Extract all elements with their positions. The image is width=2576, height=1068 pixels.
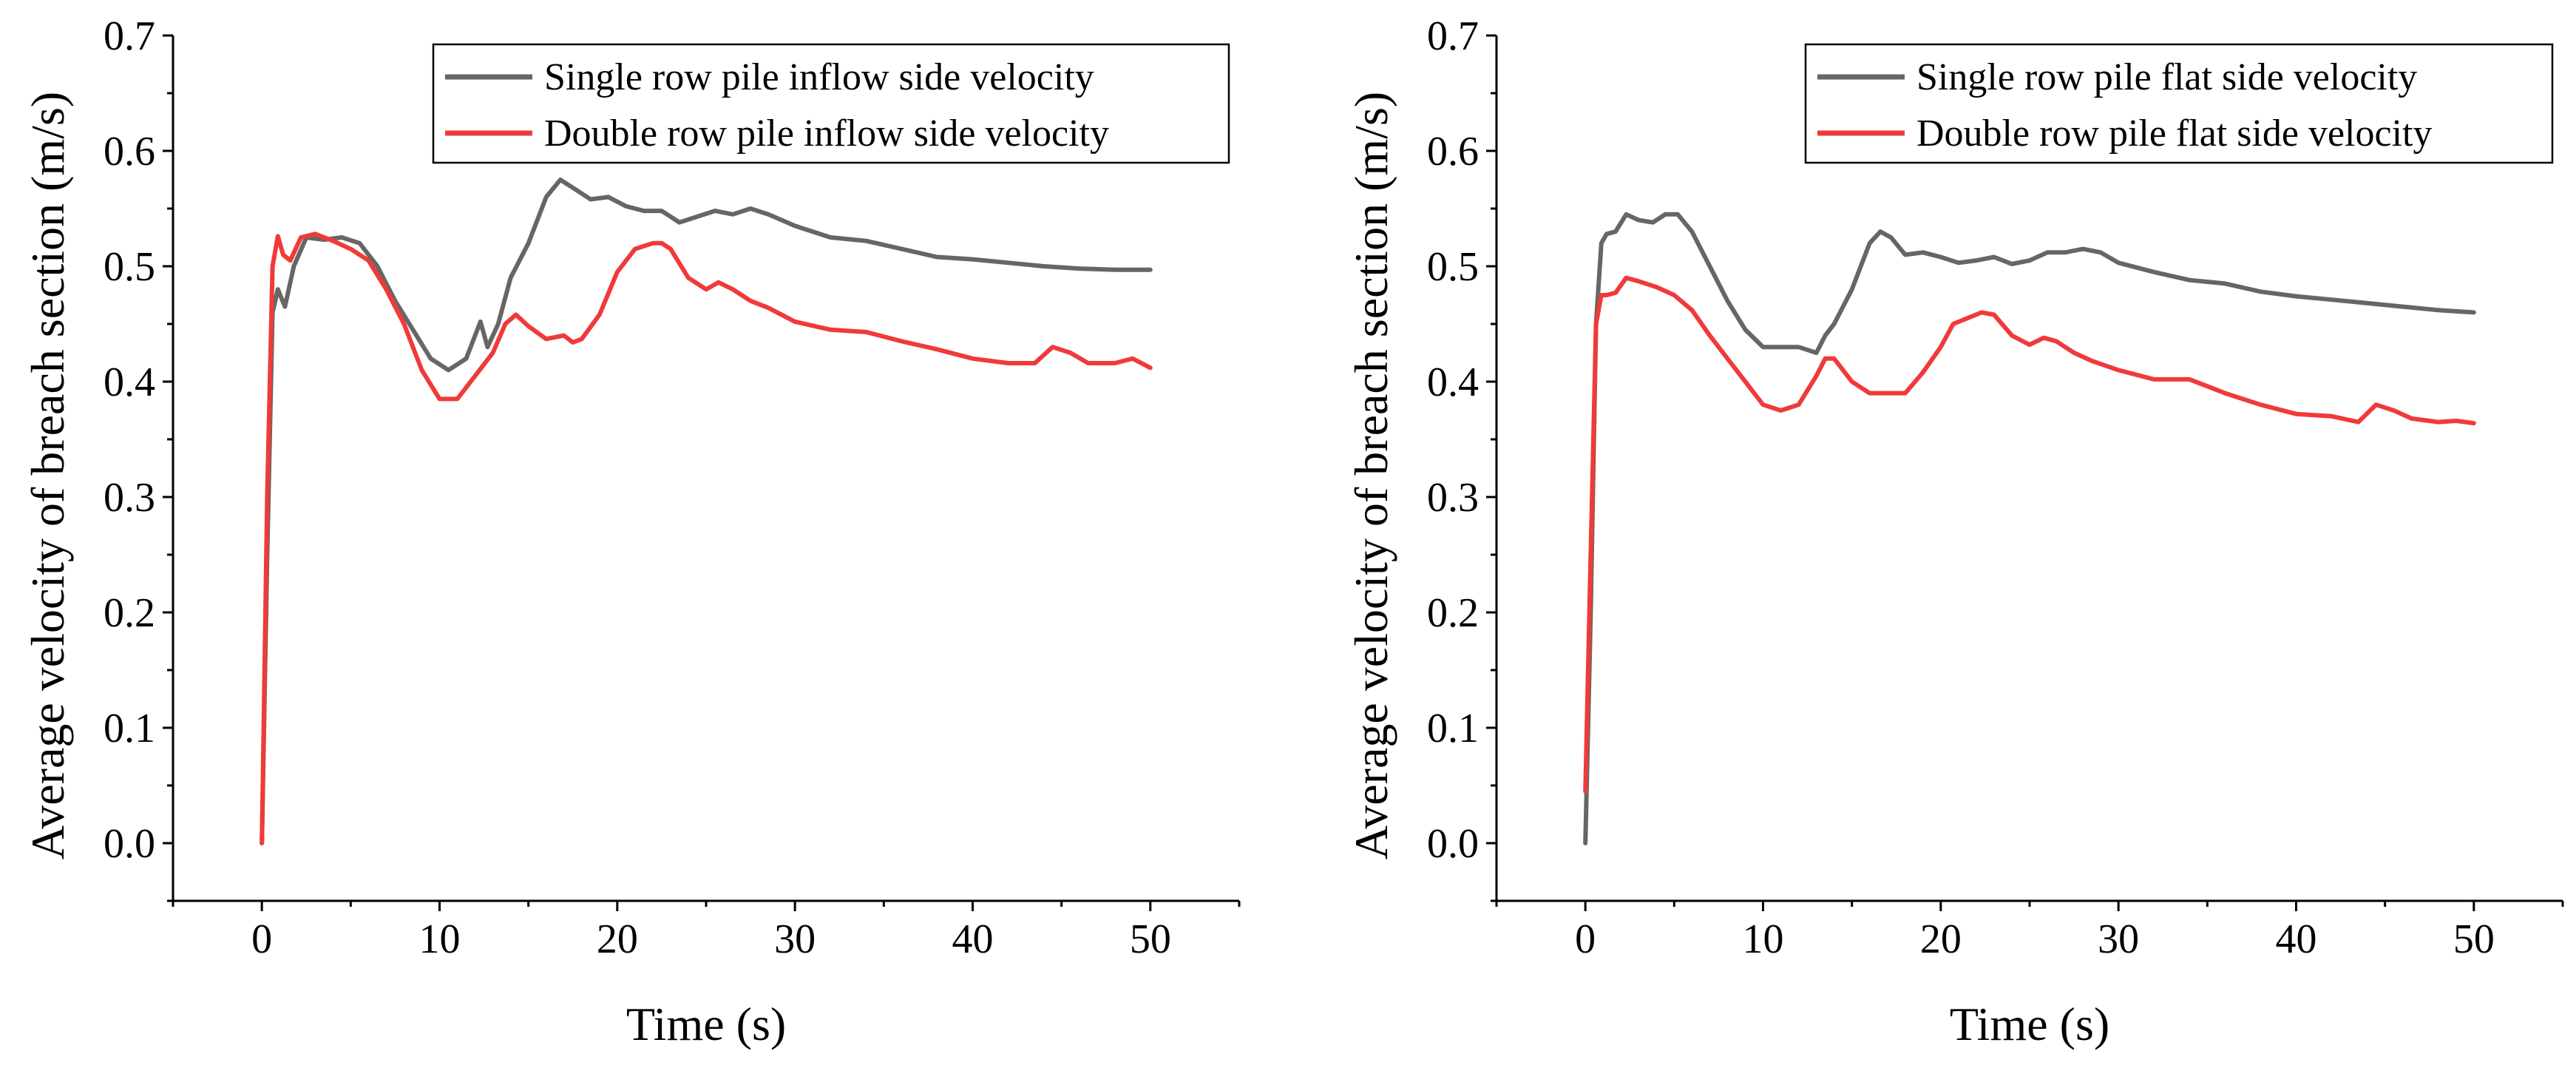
y-tick-label: 0.7: [104, 13, 155, 59]
chart-panel-1: 0.0 0.1 0.2 0.3 0.4 0.5 0.6 0.7 0 10 20 30 40 50 Time …: [21, 13, 1241, 1050]
x-axis-title: Time (s): [626, 998, 786, 1050]
x-tick-label: 10: [1743, 916, 1784, 962]
series-line-1: [1583, 212, 2476, 845]
series-line-1: [260, 178, 1153, 845]
y-tick-label: 0.5: [1427, 244, 1479, 290]
x-tick-label: 30: [774, 916, 816, 962]
legend-box: [432, 43, 1230, 164]
series-line-2: [1583, 275, 2476, 794]
y-tick-label: 0.4: [104, 359, 155, 405]
y-tick-label: 0.6: [1427, 129, 1479, 175]
x-tick-label: 30: [2098, 916, 2139, 962]
y-tick-label: 0.3: [104, 475, 155, 521]
y-tick-label: 0.0: [1427, 821, 1479, 867]
y-tick-label: 0.6: [104, 129, 155, 175]
x-tick-label: 20: [1920, 916, 1962, 962]
x-tick-label: 40: [952, 916, 994, 962]
y-tick-label: 0.3: [1427, 475, 1479, 521]
legend-label: Single row pile inflow side velocity: [544, 56, 1094, 98]
series-line-2: [260, 231, 1153, 845]
x-tick-label: 50: [2453, 916, 2495, 962]
x-tick-label: 20: [597, 916, 638, 962]
y-tick-label: 0.5: [104, 244, 155, 290]
x-tick-label: 10: [419, 916, 461, 962]
y-tick-label: 0.1: [1427, 706, 1479, 751]
chart-panel-2: 0.0 0.1 0.2 0.3 0.4 0.5 0.6 0.7 0 10 20 30 40 50 Time …: [1345, 13, 2564, 1050]
legend-label: Double row pile inflow side velocity: [544, 112, 1109, 155]
y-tick-label: 0.4: [1427, 359, 1479, 405]
y-axis-title: Average velocity of breach section (m/s): [21, 92, 74, 859]
y-tick-label: 0.1: [104, 706, 155, 751]
x-tick-label: 0: [1575, 916, 1596, 962]
y-tick-label: 0.7: [1427, 13, 1479, 59]
x-tick-label: 50: [1130, 916, 1171, 962]
legend: Single row pile flat side velocity Double…: [1804, 43, 2554, 164]
y-tick-label: 0.2: [104, 590, 155, 636]
legend-box: [1804, 43, 2554, 164]
y-tick-label: 0.2: [1427, 590, 1479, 636]
y-tick-label: 0.0: [104, 821, 155, 867]
x-axis-title: Time (s): [1950, 998, 2109, 1050]
legend-label: Double row pile flat side velocity: [1916, 112, 2432, 155]
x-tick-label: 0: [251, 916, 272, 962]
x-tick-label: 40: [2276, 916, 2317, 962]
legend: Single row pile inflow side velocity Doub…: [432, 43, 1230, 164]
legend-label: Single row pile flat side velocity: [1916, 56, 2417, 98]
y-axis-title: Average velocity of breach section (m/s): [1345, 92, 1397, 859]
